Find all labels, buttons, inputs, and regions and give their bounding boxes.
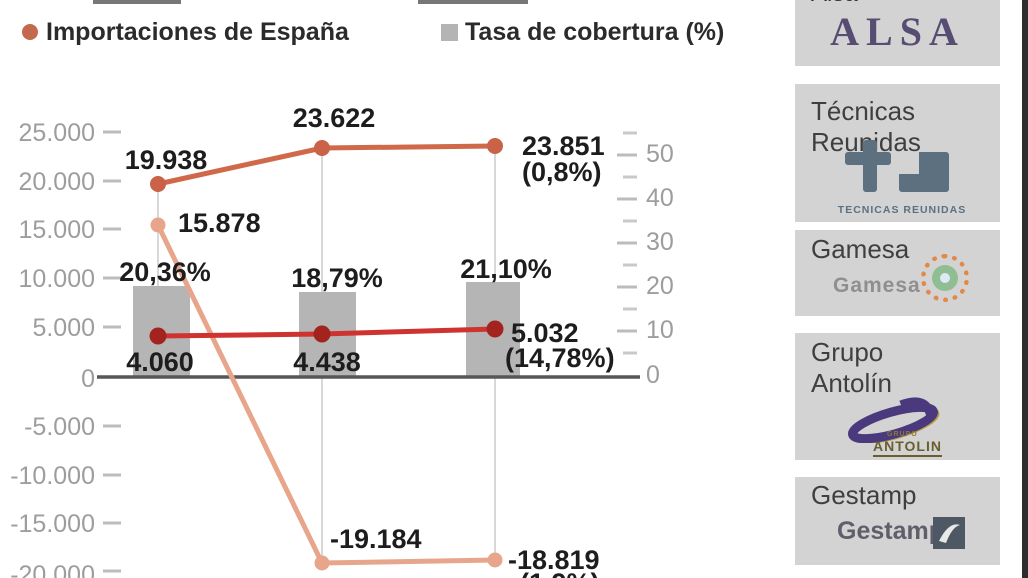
company-card-tecnicas-reunidas: Técnicas Reunidas TECNICAS REUNIDAS — [795, 84, 1000, 222]
red-point — [486, 320, 504, 338]
red-point — [313, 325, 331, 343]
antolin-logo-small-text: GRUPO — [887, 431, 918, 438]
importaciones-point — [150, 176, 166, 192]
right-axis-labels: 50 40 30 20 10 0 — [646, 140, 674, 389]
legend-label-importaciones: Importaciones de España — [46, 18, 349, 46]
gamesa-logo-text: Gamesa — [833, 274, 921, 297]
card-heading-gamesa: Gamesa — [811, 234, 910, 264]
left-axis-labels: 25.000 20.000 15.000 10.000 5.000 0 -5.0… — [10, 119, 95, 578]
salmon-point — [150, 217, 166, 233]
importaciones-point — [314, 140, 330, 156]
salmon-point — [487, 552, 503, 568]
combo-chart: 25.000 20.000 15.000 10.000 5.000 0 -5.0… — [10, 103, 674, 578]
red-line-series — [149, 320, 504, 345]
clipped-legend-fragment — [93, 0, 181, 4]
label-importaciones-2: 23.622 — [293, 103, 376, 133]
left-tick-label: 20.000 — [19, 168, 95, 196]
label-salmon-2: -19.184 — [330, 524, 422, 554]
label-salmon-3-change-clipped: (1,9%) — [520, 568, 600, 578]
label-red-3: 5.032 — [511, 318, 579, 348]
salmon-point — [314, 555, 330, 571]
label-red-2: 4.438 — [293, 347, 361, 377]
card-heading-tecnicas-reunidas: Técnicas Reunidas — [811, 96, 921, 157]
red-point — [149, 327, 167, 345]
right-axis-ticks — [617, 131, 637, 355]
gestamp-logo-text: Gestamp — [837, 517, 944, 545]
label-importaciones-3-change: (0,8%) — [522, 157, 602, 187]
card-heading-gestamp: Gestamp — [811, 480, 917, 510]
left-tick-label: -20.000 — [10, 561, 95, 578]
company-card-alsa: Alsa ALSA — [795, 0, 1000, 66]
label-bar-3: 21,10% — [460, 254, 552, 284]
label-bar-2: 18,79% — [291, 263, 383, 293]
antolin-logo-text: ANTOLIN — [873, 438, 942, 457]
left-tick-label: 10.000 — [19, 265, 95, 293]
left-tick-label: -5.000 — [24, 413, 95, 441]
left-axis-ticks — [103, 130, 121, 573]
company-card-gamesa: Gamesa Gamesa — [795, 230, 1000, 316]
right-tick-label: 40 — [646, 184, 674, 212]
company-card-gestamp: Gestamp Gestamp — [795, 477, 1000, 565]
label-red-1: 4.060 — [126, 347, 194, 377]
gamesa-sun-icon — [921, 254, 969, 302]
alsa-logo: ALSA — [830, 9, 965, 54]
legend-dot-icon — [22, 24, 38, 40]
right-tick-label: 0 — [646, 361, 660, 389]
gestamp-square-icon — [933, 517, 965, 549]
company-card-grupo-antolin: Grupo Antolín GRUPO ANTOLIN — [795, 333, 1000, 460]
importaciones-point — [487, 138, 503, 154]
importaciones-line-series — [150, 138, 503, 192]
left-tick-label: -10.000 — [10, 462, 95, 490]
right-tick-label: 20 — [646, 272, 674, 300]
tecnicas-reunidas-logo-caption: TECNICAS REUNIDAS — [837, 204, 967, 216]
card-heading-grupo-antolin: Grupo Antolín — [811, 337, 892, 398]
label-bar-1: 20,36% — [119, 257, 211, 287]
right-tick-label: 10 — [646, 316, 674, 344]
left-tick-label: 5.000 — [32, 314, 95, 342]
right-tick-label: 50 — [646, 140, 674, 168]
antolin-swoosh-icon — [848, 397, 940, 443]
label-importaciones-1: 19.938 — [125, 145, 208, 175]
label-salmon-3: -18.819 — [508, 545, 600, 575]
left-tick-label: 15.000 — [19, 216, 95, 244]
clipped-legend-fragment — [418, 0, 528, 4]
left-tick-label: 25.000 — [19, 119, 95, 147]
legend-square-icon — [441, 24, 458, 41]
left-tick-label: -15.000 — [10, 510, 95, 538]
label-importaciones-3: 23.851 — [522, 131, 605, 161]
page-edge-rule — [1022, 0, 1028, 578]
label-salmon-1: 15.878 — [178, 208, 261, 238]
right-tick-label: 30 — [646, 228, 674, 256]
label-red-3-change: (14,78%) — [505, 343, 615, 373]
left-tick-label: 0 — [81, 365, 95, 393]
data-labels: 19.938 23.622 23.851 (0,8%) 15.878 -19.1… — [119, 103, 614, 578]
tecnicas-reunidas-logo-icon — [845, 140, 949, 192]
card-heading-alsa: Alsa — [811, 0, 858, 9]
legend-label-tasa-cobertura: Tasa de cobertura (%) — [465, 18, 725, 46]
